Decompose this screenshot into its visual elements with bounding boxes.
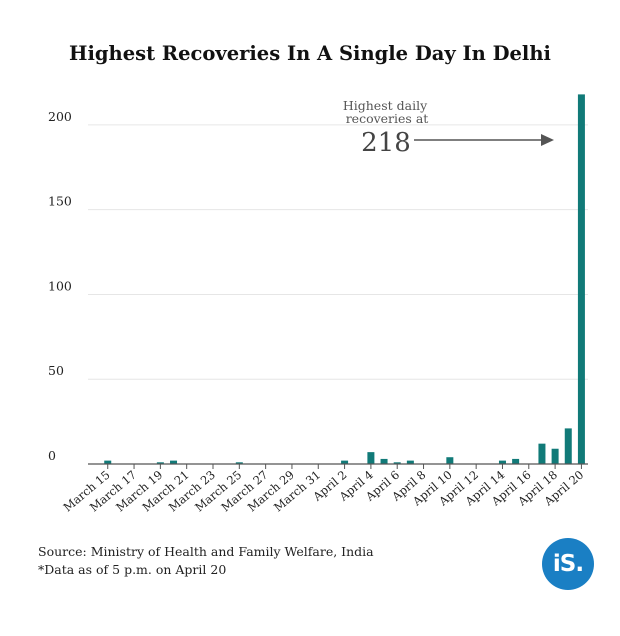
bar-march-20 bbox=[170, 460, 178, 464]
bar-april-7 bbox=[406, 460, 414, 464]
bar-april-15 bbox=[512, 458, 520, 464]
bar-april-6 bbox=[393, 462, 401, 464]
annotation-arrow-head bbox=[541, 134, 554, 146]
bar-april-18 bbox=[551, 448, 559, 464]
y-tick-label: 50 bbox=[48, 363, 64, 378]
bar-march-15 bbox=[104, 460, 112, 464]
y-axis-ticks: 0 50 100 150 200 bbox=[48, 109, 72, 463]
bar-april-5 bbox=[380, 458, 388, 464]
bar-april-17 bbox=[538, 443, 546, 464]
bar-april-20 bbox=[577, 94, 585, 465]
gridlines bbox=[88, 124, 588, 380]
bar-april-14 bbox=[498, 460, 506, 464]
annotation-value: 218 bbox=[361, 128, 411, 158]
data-note: *Data as of 5 p.m. on April 20 bbox=[38, 562, 227, 577]
peak-annotation: Highest daily recoveries at 218 bbox=[343, 98, 554, 158]
bar-march-25 bbox=[235, 462, 243, 464]
indiaspend-logo: iS. bbox=[542, 538, 594, 590]
source-text: Source: Ministry of Health and Family We… bbox=[38, 544, 374, 559]
bars bbox=[104, 94, 585, 465]
bar-april-4 bbox=[367, 452, 375, 464]
bar-april-19 bbox=[564, 428, 572, 464]
chart-title: Highest Recoveries In A Single Day In De… bbox=[69, 42, 551, 65]
y-tick-label: 0 bbox=[48, 448, 56, 463]
y-tick-label: 200 bbox=[48, 109, 72, 124]
bar-march-19 bbox=[156, 462, 164, 464]
bar-april-2 bbox=[341, 460, 349, 464]
annotation-line-2: recoveries at bbox=[346, 111, 429, 126]
bar-april-10 bbox=[446, 457, 454, 464]
y-tick-label: 100 bbox=[48, 278, 72, 293]
y-tick-label: 150 bbox=[48, 194, 72, 209]
source-note: Source: Ministry of Health and Family We… bbox=[38, 543, 374, 579]
annotation-line-1: Highest daily bbox=[343, 98, 428, 113]
